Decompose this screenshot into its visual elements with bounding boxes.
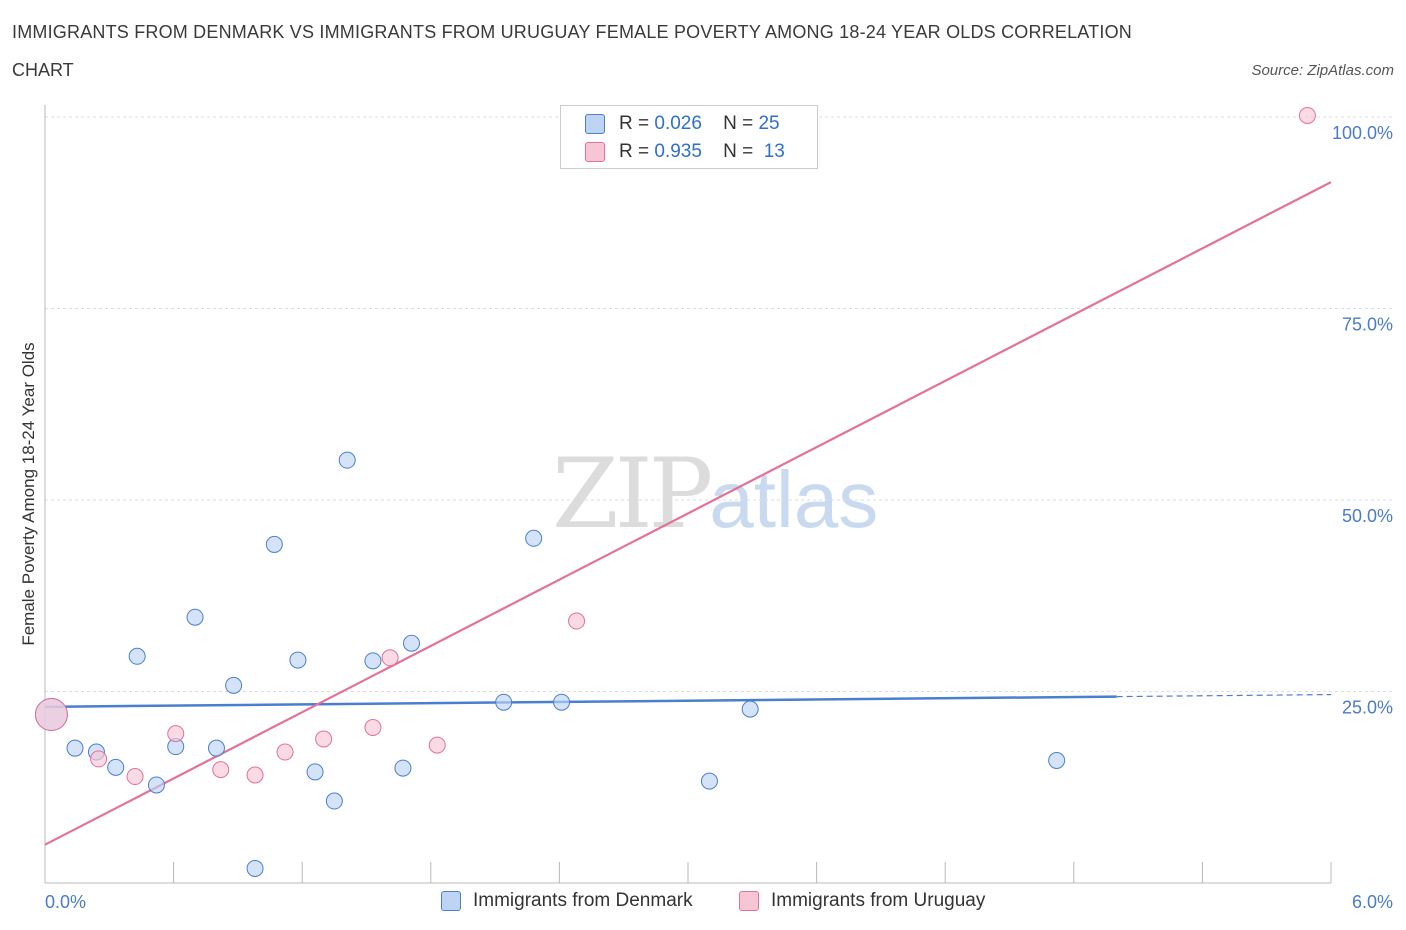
trend-line-uruguay bbox=[44, 181, 1332, 846]
data-point-denmark bbox=[265, 535, 283, 553]
data-point-uruguay bbox=[34, 697, 68, 731]
data-point-denmark bbox=[147, 776, 165, 794]
trend-line-denmark bbox=[44, 695, 1117, 709]
data-point-uruguay bbox=[126, 768, 144, 786]
data-point-denmark bbox=[495, 693, 513, 711]
watermark-zip: ZIP bbox=[552, 438, 713, 550]
correlation-legend: R = 0.026 N = 25 R = 0.935 N = 13 bbox=[560, 105, 818, 169]
data-point-uruguay bbox=[1298, 106, 1316, 124]
data-point-uruguay bbox=[315, 730, 333, 748]
data-point-denmark bbox=[553, 693, 571, 711]
legend-n-label: N = bbox=[723, 113, 754, 134]
data-point-denmark bbox=[525, 529, 543, 547]
data-point-uruguay bbox=[167, 725, 185, 743]
trend-line-denmark-extension bbox=[1116, 693, 1332, 698]
bottom-legend-label-denmark: Immigrants from Denmark bbox=[473, 890, 693, 911]
bottom-legend-uruguay: Immigrants from Uruguay bbox=[739, 890, 985, 912]
x-tick-label: 6.0% bbox=[1352, 892, 1393, 912]
data-point-uruguay bbox=[212, 761, 230, 779]
legend-n-value: 25 bbox=[758, 113, 780, 134]
tick-labels: 25.0% 50.0% 75.0% 100.0% 0.0% 6.0% bbox=[45, 123, 1393, 912]
chart-title-line1: IMMIGRANTS FROM DENMARK VS IMMIGRANTS FR… bbox=[12, 22, 1132, 42]
data-point-denmark bbox=[66, 739, 84, 757]
data-point-uruguay bbox=[276, 743, 294, 761]
legend-swatch-denmark bbox=[585, 114, 605, 134]
data-point-denmark bbox=[207, 739, 225, 757]
data-point-uruguay bbox=[90, 750, 108, 768]
axes bbox=[44, 105, 1331, 884]
data-point-denmark bbox=[1048, 751, 1066, 769]
chart-title-line2: CHART bbox=[12, 60, 74, 80]
data-point-denmark bbox=[325, 792, 343, 810]
legend-row-denmark: R = 0.026 N = 25 bbox=[585, 112, 780, 136]
data-point-denmark bbox=[107, 758, 125, 776]
data-point-uruguay bbox=[364, 719, 382, 737]
source-credit: Source: ZipAtlas.com bbox=[1251, 62, 1394, 79]
y-tick-label: 75.0% bbox=[1342, 315, 1393, 335]
bottom-legend-label-uruguay: Immigrants from Uruguay bbox=[771, 890, 986, 911]
data-point-denmark bbox=[246, 859, 264, 877]
legend-r-label: R = bbox=[619, 113, 650, 134]
legend-swatch-uruguay bbox=[585, 142, 605, 162]
trend-lines bbox=[44, 181, 1332, 846]
data-point-uruguay bbox=[381, 649, 399, 667]
data-point-denmark bbox=[394, 759, 412, 777]
data-point-uruguay bbox=[246, 766, 264, 784]
data-point-denmark bbox=[338, 451, 356, 469]
bottom-legend-swatch-denmark bbox=[441, 891, 461, 911]
data-points bbox=[34, 106, 1316, 877]
legend-r-label: R = bbox=[619, 141, 650, 162]
x-tick-label: 0.0% bbox=[45, 892, 86, 912]
data-point-denmark bbox=[741, 700, 759, 718]
grid bbox=[45, 116, 1395, 692]
y-tick-label: 25.0% bbox=[1342, 698, 1393, 718]
x-ticks bbox=[173, 862, 1332, 883]
data-point-denmark bbox=[403, 634, 421, 652]
data-point-denmark bbox=[289, 651, 307, 669]
legend-r-value: 0.935 bbox=[654, 141, 702, 162]
data-point-denmark bbox=[186, 608, 204, 626]
legend-r-value: 0.026 bbox=[654, 113, 702, 134]
data-point-uruguay bbox=[568, 612, 586, 630]
legend-n-value: 13 bbox=[763, 141, 785, 162]
data-point-denmark bbox=[700, 772, 718, 790]
data-point-denmark bbox=[306, 763, 324, 781]
bottom-legend-swatch-uruguay bbox=[739, 891, 759, 911]
data-point-uruguay bbox=[428, 736, 446, 754]
data-point-denmark bbox=[364, 652, 382, 670]
data-point-denmark bbox=[225, 676, 243, 694]
y-tick-label: 50.0% bbox=[1342, 506, 1393, 526]
legend-row-uruguay: R = 0.935 N = 13 bbox=[585, 140, 785, 164]
bottom-legend-denmark: Immigrants from Denmark bbox=[441, 890, 693, 912]
legend-n-label: N = bbox=[723, 141, 754, 162]
y-axis-title: Female Poverty Among 18-24 Year Olds bbox=[19, 342, 38, 645]
data-point-denmark bbox=[128, 647, 146, 665]
y-tick-label: 100.0% bbox=[1332, 123, 1393, 143]
